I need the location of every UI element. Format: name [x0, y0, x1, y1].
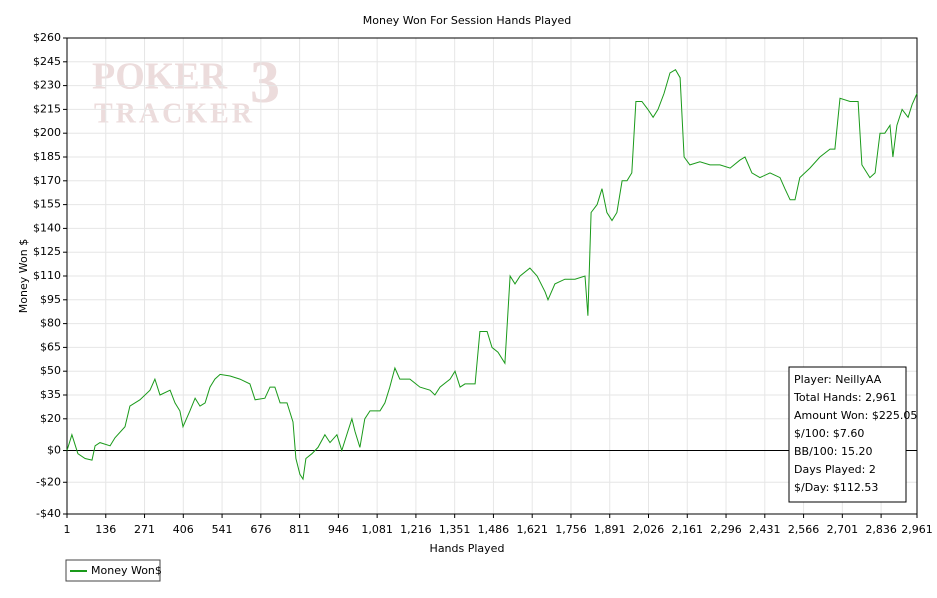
stats-box — [788, 366, 907, 503]
y-tick-label: $125 — [33, 245, 61, 258]
y-tick-label: $35 — [40, 388, 61, 401]
y-tick-label: $155 — [33, 198, 61, 211]
stats-line: $/100: $7.60 — [794, 427, 864, 440]
watermark: 3 — [250, 49, 280, 115]
y-tick-label: $185 — [33, 150, 61, 163]
x-tick-label: 406 — [173, 523, 194, 536]
x-tick-label: 1,486 — [478, 523, 510, 536]
y-tick-label: $110 — [33, 269, 61, 282]
x-tick-label: 541 — [212, 523, 233, 536]
x-tick-label: 811 — [289, 523, 310, 536]
y-tick-label: -$40 — [36, 507, 61, 520]
legend-box — [65, 559, 161, 582]
stats-line: Amount Won: $225.05 — [794, 409, 917, 422]
stats-line: Days Played: 2 — [794, 463, 876, 476]
x-tick-label: 2,566 — [788, 523, 820, 536]
stats-line: $/Day: $112.53 — [794, 481, 878, 494]
x-tick-label: 1,081 — [361, 523, 393, 536]
y-tick-label: $200 — [33, 126, 61, 139]
y-tick-label: $0 — [47, 444, 61, 457]
y-tick-label: $260 — [33, 31, 61, 44]
x-tick-label: 1,216 — [400, 523, 432, 536]
plot-frame — [66, 37, 918, 515]
x-tick-label: 1,351 — [439, 523, 471, 536]
data-line — [66, 69, 918, 481]
y-tick-label: $230 — [33, 79, 61, 92]
x-tick-label: 2,701 — [827, 523, 859, 536]
y-tick-label: $170 — [33, 174, 61, 187]
watermark: TRACKER — [94, 98, 255, 129]
watermark: POKER — [92, 56, 228, 98]
x-axis-label: Hands Played — [430, 542, 505, 555]
x-tick-label: 1 — [64, 523, 71, 536]
chart-title: Money Won For Session Hands Played — [363, 14, 571, 27]
x-tick-label: 2,961 — [901, 523, 933, 536]
x-tick-label: 136 — [95, 523, 116, 536]
x-tick-label: 676 — [250, 523, 271, 536]
stats-line: Player: NeillyAA — [794, 373, 882, 386]
y-tick-label: $245 — [33, 55, 61, 68]
stats-line: BB/100: 15.20 — [794, 445, 873, 458]
y-tick-label: $215 — [33, 102, 61, 115]
x-tick-label: 2,296 — [710, 523, 742, 536]
x-tick-label: 2,836 — [865, 523, 897, 536]
y-tick-label: $20 — [40, 412, 61, 425]
x-tick-label: 946 — [328, 523, 349, 536]
x-tick-label: 1,621 — [516, 523, 548, 536]
y-tick-label: $65 — [40, 340, 61, 353]
stats-line: Total Hands: 2,961 — [793, 391, 897, 404]
y-tick-label: $140 — [33, 221, 61, 234]
x-tick-label: 1,756 — [555, 523, 587, 536]
x-tick-label: 2,026 — [633, 523, 665, 536]
y-tick-label: $50 — [40, 364, 61, 377]
y-axis-label: Money Won $ — [17, 239, 30, 313]
x-tick-label: 1,891 — [594, 523, 626, 536]
x-tick-label: 2,161 — [672, 523, 704, 536]
y-tick-label: $80 — [40, 317, 61, 330]
legend-label: Money Won$ — [91, 564, 162, 577]
y-tick-label: -$20 — [36, 475, 61, 488]
y-tick-label: $95 — [40, 293, 61, 306]
x-tick-label: 271 — [134, 523, 155, 536]
x-tick-label: 2,431 — [749, 523, 781, 536]
